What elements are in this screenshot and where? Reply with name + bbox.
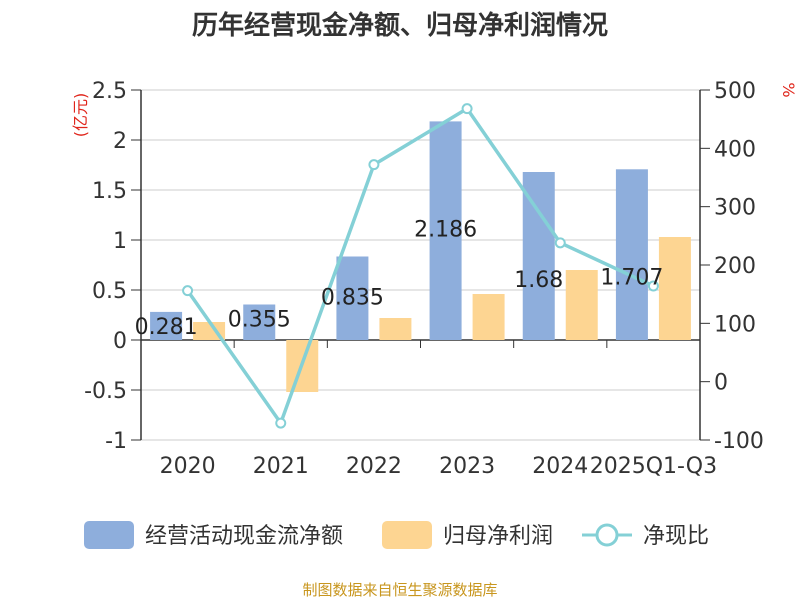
cashflow-bar [429,121,462,341]
bars [150,121,691,392]
cashflow-bar [243,304,276,340]
left-tick-label: 2.5 [92,79,127,104]
cashflow-bar [615,169,648,340]
ratio-point [368,159,380,171]
cashflow-data-label: 0.355 [228,308,291,333]
source-note: 制图数据来自恒生聚源数据库 [302,581,497,599]
x-tick-label: 2020 [160,454,216,479]
x-axis: 2020 2021 2022 2023 2024 2025Q1-Q3 [160,454,718,479]
profit-bar [658,237,691,340]
cashflow-data-label: 0.281 [135,315,198,340]
x-tick-label: 2023 [439,454,495,479]
left-tick-label: 0 [113,329,127,354]
cashflow-bar [150,311,183,340]
ratio-point [554,237,566,249]
legend-label-ratio: 净现比 [643,524,709,549]
ratio-line [182,103,659,429]
cashflow-data-label: 0.835 [321,286,384,311]
right-axis-unit: % [779,82,798,97]
legend-swatch-profit [382,521,432,549]
x-tick-label: 2022 [346,454,402,479]
cashflow-bar [336,256,369,340]
left-tick-label: -0.5 [84,379,127,404]
ratio-point [182,285,194,297]
cashflow-bar [522,172,555,340]
cashflow-data-label: 2.186 [414,217,477,242]
profit-bar [472,294,505,340]
profit-bar [565,270,598,340]
ratio-point [461,103,473,115]
right-tick-label: 200 [714,254,756,279]
legend-swatch-cashflow [84,521,134,549]
chart-title: 历年经营现金净额、归母净利润情况 [192,10,608,41]
x-tick-label: 2024 [532,454,588,479]
cashflow-data-label: 1.707 [600,265,663,290]
left-tick-label: 1 [113,229,127,254]
right-axis: -100 0 100 200 300 400 500 [700,79,764,454]
left-tick-label: 1.5 [92,179,127,204]
data-labels: 0.281 0.355 0.835 2.186 1.68 1.707 [135,217,664,340]
right-tick-label: 300 [714,196,756,221]
ratio-polyline [186,106,655,425]
x-tick-label: 2025Q1-Q3 [590,454,717,479]
legend-label-cashflow: 经营活动现金流净额 [145,524,343,549]
profit-bar [379,318,412,340]
legend: 经营活动现金流净额 归母净利润 净现比 [84,521,709,549]
legend-label-profit: 归母净利润 [443,524,553,549]
right-tick-label: 100 [714,312,756,337]
left-tick-label: -1 [105,429,127,454]
right-tick-label: 400 [714,137,756,162]
right-tick-label: 0 [714,371,728,396]
x-tick-label: 2021 [253,454,309,479]
legend-marker-ratio [595,523,619,547]
left-axis: -1 -0.5 0 0.5 1 1.5 2 2.5 [84,79,141,454]
left-tick-label: 0.5 [92,279,127,304]
ratio-point [275,417,287,429]
ratio-point [647,280,659,292]
left-tick-label: 2 [113,129,127,154]
right-tick-label: -100 [714,429,764,454]
left-axis-unit: (亿元) [71,93,90,138]
cashflow-data-label: 1.68 [514,268,563,293]
right-tick-label: 500 [714,79,756,104]
